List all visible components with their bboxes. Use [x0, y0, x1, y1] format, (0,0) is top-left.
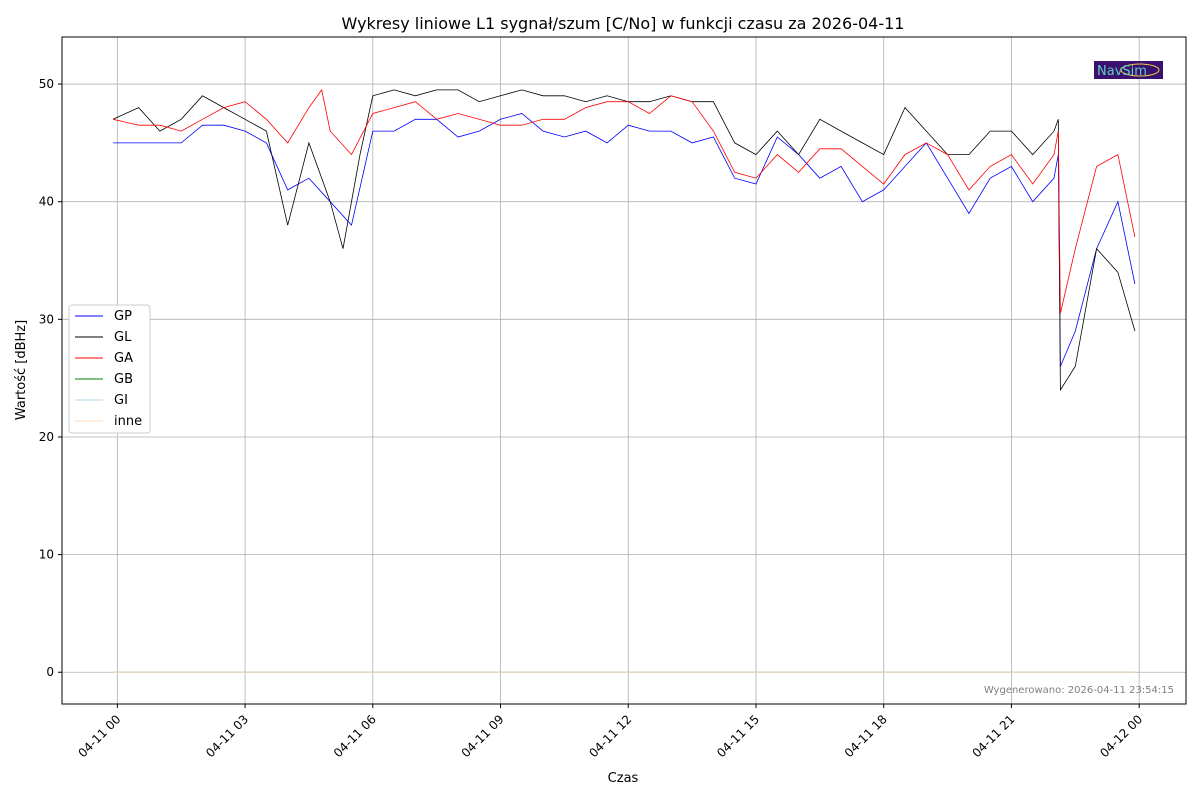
x-tick-label: 04-11 18	[842, 712, 890, 760]
y-tick-label: 30	[39, 312, 54, 326]
x-tick-label: 04-11 09	[459, 712, 507, 760]
x-tick-label: 04-11 06	[331, 712, 379, 760]
series-line-gp	[113, 113, 1136, 367]
x-tick-label: 04-11 00	[75, 712, 123, 760]
legend-label-gl: GL	[114, 330, 132, 345]
navsim-logo: NavSim	[1094, 61, 1163, 79]
series-line-ga	[113, 88, 1136, 314]
legend-label-inne: inne	[114, 414, 142, 429]
x-axis-label: Czas	[608, 771, 639, 786]
series-line-gl	[112, 89, 1136, 392]
svg-text:NavSim: NavSim	[1097, 64, 1147, 79]
x-tick-label: 04-11 21	[970, 712, 1018, 760]
x-tick-label: 04-11 12	[586, 712, 634, 760]
y-tick-label: 10	[39, 548, 54, 562]
legend-label-ga: GA	[114, 351, 133, 366]
y-tick-label: 40	[39, 195, 54, 209]
y-axis-label: Wartość [dBHz]	[14, 320, 29, 420]
chart-title: Wykresy liniowe L1 sygnał/szum [C/No] w …	[342, 14, 905, 33]
y-tick-label: 0	[46, 665, 54, 679]
y-tick-label: 50	[39, 77, 54, 91]
generated-annotation: Wygenerowano: 2026-04-11 23:54:15	[984, 685, 1174, 696]
legend-label-gi: GI	[114, 393, 128, 408]
legend-label-gb: GB	[114, 372, 133, 387]
y-tick-label: 20	[39, 430, 54, 444]
x-tick-label: 04-11 15	[714, 712, 762, 760]
plot-frame	[61, 36, 1187, 705]
x-tick-label: 04-12 00	[1097, 712, 1145, 760]
legend: GP GL GA GB GI inne	[68, 304, 151, 434]
legend-label-gp: GP	[114, 309, 132, 324]
x-tick-label: 04-11 03	[203, 712, 251, 760]
